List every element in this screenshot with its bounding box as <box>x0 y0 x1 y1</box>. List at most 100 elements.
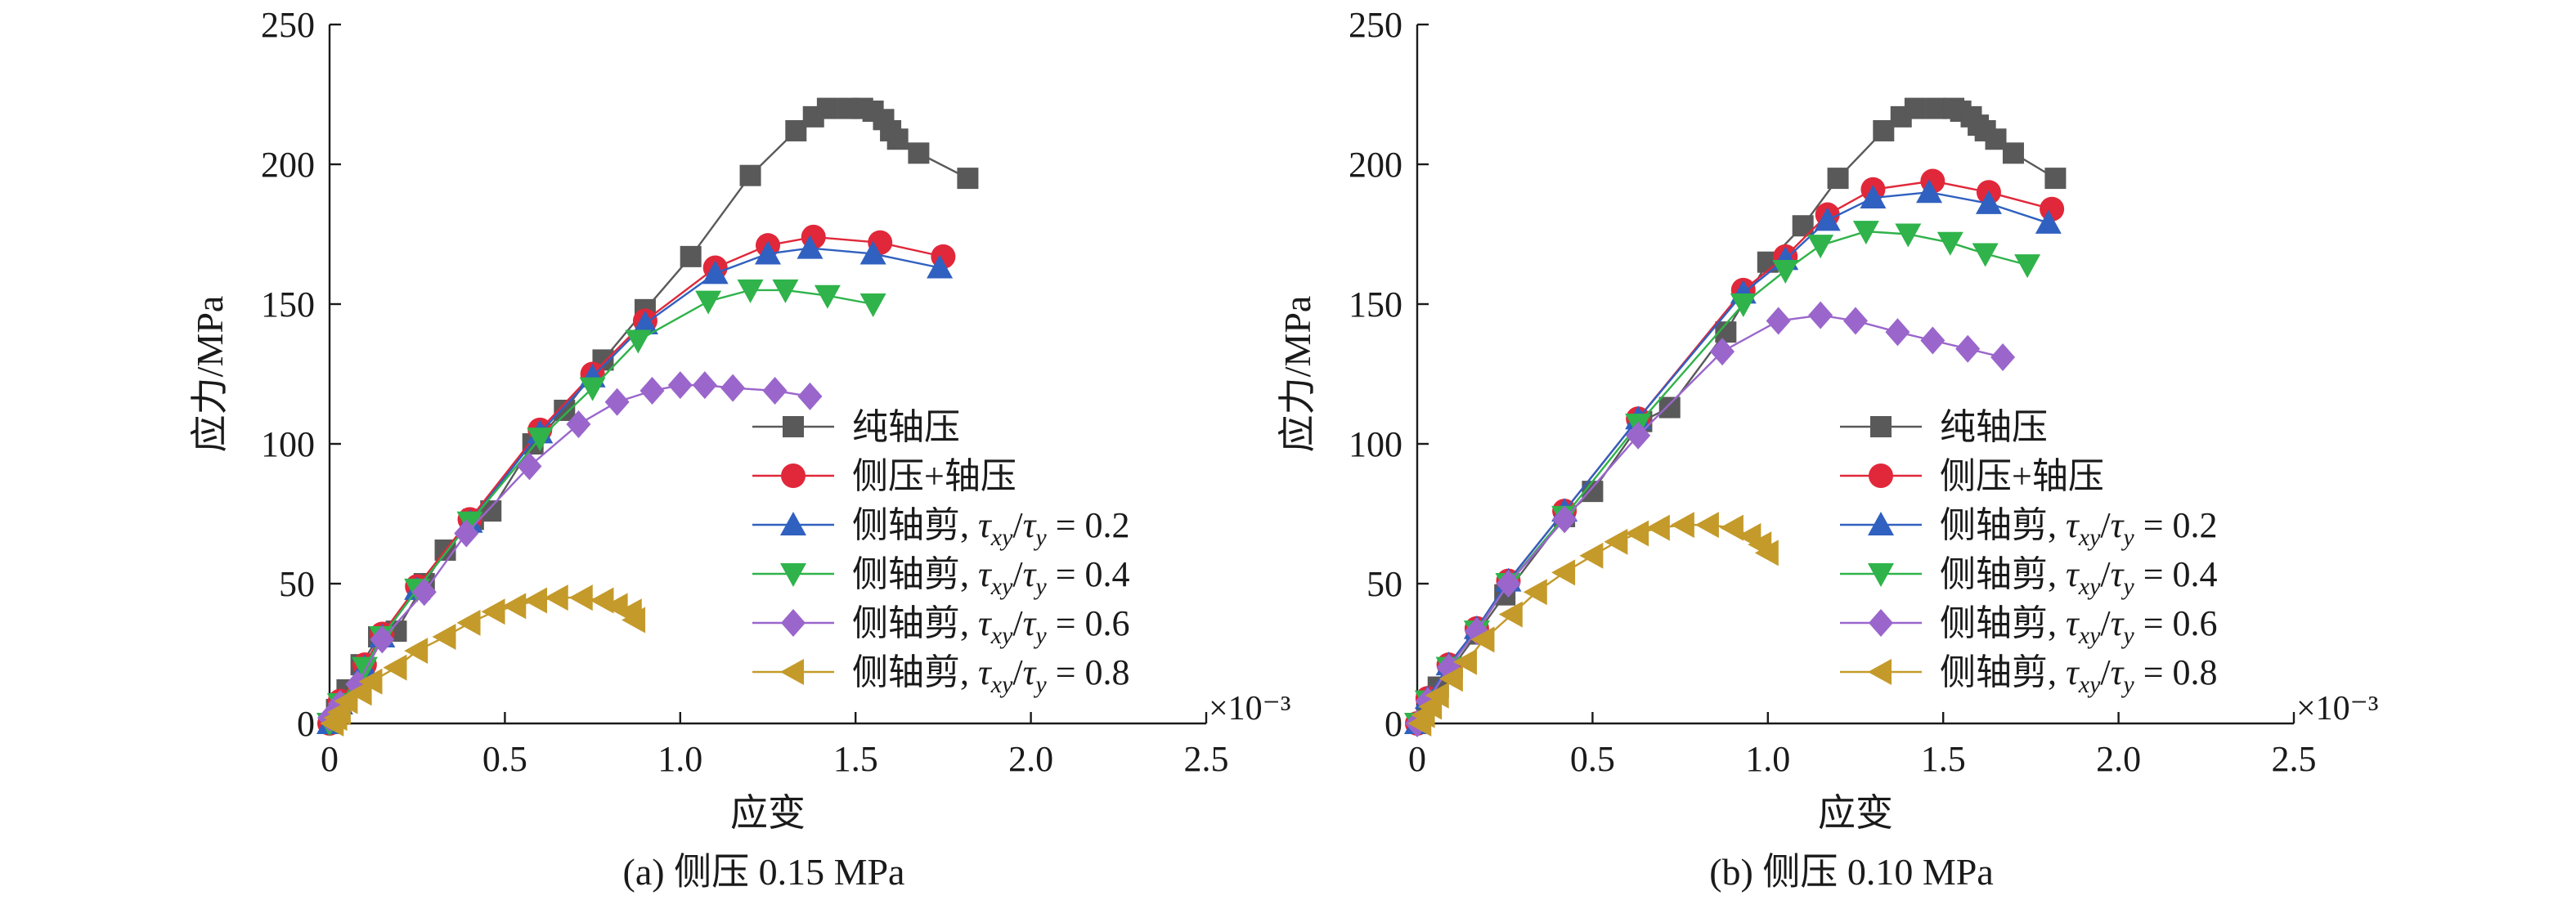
chart-panel-b: 0 0.5 1.0 1.5 2.0 2.5 0 50 100 150 200 250 ×10⁻³ 应变 应力… <box>1277 5 2378 893</box>
y-tick-label: 0 <box>297 704 315 744</box>
legend-marker <box>1868 563 1894 587</box>
legend-label: 侧轴剪, τxy/τy = 0.6 <box>852 603 1130 649</box>
x-tick-label: 2.0 <box>1008 739 1053 779</box>
data-point <box>1807 235 1834 259</box>
data-point <box>544 584 568 611</box>
legend-marker <box>1868 659 1892 685</box>
data-point <box>1425 682 1449 709</box>
data-point <box>622 607 646 634</box>
data-point <box>1470 626 1495 653</box>
legend-marker <box>1869 609 1893 637</box>
legend-marker <box>781 609 806 637</box>
x-tick-label: 0.5 <box>482 739 527 779</box>
data-point <box>1936 231 1963 256</box>
data-point <box>1772 259 1799 284</box>
x-multiplier-label: ×10⁻³ <box>1209 690 1290 728</box>
data-point <box>886 128 909 150</box>
legend-marker <box>1870 416 1892 437</box>
data-point <box>1625 520 1649 547</box>
data-point <box>695 290 722 315</box>
data-point <box>411 578 437 607</box>
data-point <box>1498 601 1523 628</box>
data-point <box>1990 343 2016 371</box>
data-point <box>1808 301 1833 329</box>
data-point <box>1496 570 1521 598</box>
y-tick-label: 100 <box>261 424 315 464</box>
data-point <box>1658 396 1681 419</box>
legend-label: 侧轴剪, τxy/τy = 0.2 <box>852 505 1130 551</box>
data-point <box>502 593 527 620</box>
data-point <box>957 168 979 190</box>
x-tick-label: 1.0 <box>1745 739 1790 779</box>
data-point <box>1604 528 1628 555</box>
data-point <box>692 371 717 400</box>
data-point <box>579 377 606 401</box>
data-point <box>590 587 614 614</box>
legend-marker <box>780 512 806 535</box>
data-point <box>351 656 378 681</box>
data-point <box>1552 505 1577 534</box>
legend-label: 侧轴剪, τxy/τy = 0.8 <box>1940 652 2218 698</box>
y-tick-label: 200 <box>261 145 315 185</box>
y-tick-label: 0 <box>1384 704 1402 744</box>
data-point <box>797 235 824 259</box>
chart-panel-a: 0 0.5 1.0 1.5 2.0 2.5 0 50 100 150 200 250 ×10⁻³ 应变 应力… <box>189 5 1290 893</box>
x-tick-label: 0 <box>321 739 339 779</box>
data-point <box>1885 318 1910 347</box>
y-axis-title: 应力/MPa <box>1277 296 1318 453</box>
data-point <box>814 284 841 309</box>
data-point <box>1843 307 1868 335</box>
data-point <box>1438 665 1463 692</box>
legend-marker <box>781 463 806 488</box>
data-point <box>762 377 788 405</box>
data-point <box>454 519 479 548</box>
x-axis-title: 应变 <box>1818 792 1893 834</box>
data-point <box>1719 514 1744 541</box>
data-point <box>2014 254 2041 279</box>
y-tick-label: 50 <box>1367 564 1402 604</box>
data-point <box>1766 307 1791 335</box>
data-point <box>1916 179 1943 204</box>
legend-label: 侧轴剪, τxy/τy = 0.2 <box>1940 505 2218 551</box>
y-tick-label: 150 <box>1349 284 1402 325</box>
data-point <box>404 638 429 665</box>
data-point <box>1523 579 1547 606</box>
data-point <box>358 668 383 695</box>
data-point <box>739 164 761 186</box>
data-point <box>527 428 554 452</box>
series-line <box>1416 230 2028 724</box>
data-point <box>631 310 658 334</box>
data-point <box>1710 338 1735 366</box>
data-point <box>1972 243 1999 267</box>
x-tick-label: 2.5 <box>1184 739 1229 779</box>
data-point <box>566 410 591 439</box>
data-point <box>517 452 542 481</box>
data-point <box>1955 334 1981 363</box>
data-point <box>604 387 630 416</box>
data-point <box>348 679 372 706</box>
data-point <box>859 240 886 265</box>
data-point <box>432 623 456 650</box>
legend-marker <box>780 659 804 685</box>
legend-marker <box>783 416 804 437</box>
data-point <box>481 598 505 625</box>
y-tick-label: 250 <box>261 5 315 45</box>
x-tick-label: 0 <box>1408 739 1426 779</box>
y-tick-label: 150 <box>261 284 315 325</box>
x-tick-label: 1.5 <box>833 739 878 779</box>
data-point <box>1814 207 1841 231</box>
data-point <box>737 279 764 303</box>
y-tick-label: 100 <box>1349 424 1402 464</box>
x-tick-label: 1.5 <box>1921 739 1966 779</box>
data-point <box>702 260 729 284</box>
data-point <box>1827 168 1849 190</box>
data-point <box>1852 221 1879 245</box>
legend-label: 纯轴压 <box>1940 407 2048 447</box>
data-point <box>640 377 665 405</box>
legend-marker <box>1868 512 1894 535</box>
x-tick-label: 0.5 <box>1570 739 1615 779</box>
data-point <box>1730 293 1757 317</box>
data-point <box>1895 223 1922 248</box>
data-point <box>680 245 702 267</box>
